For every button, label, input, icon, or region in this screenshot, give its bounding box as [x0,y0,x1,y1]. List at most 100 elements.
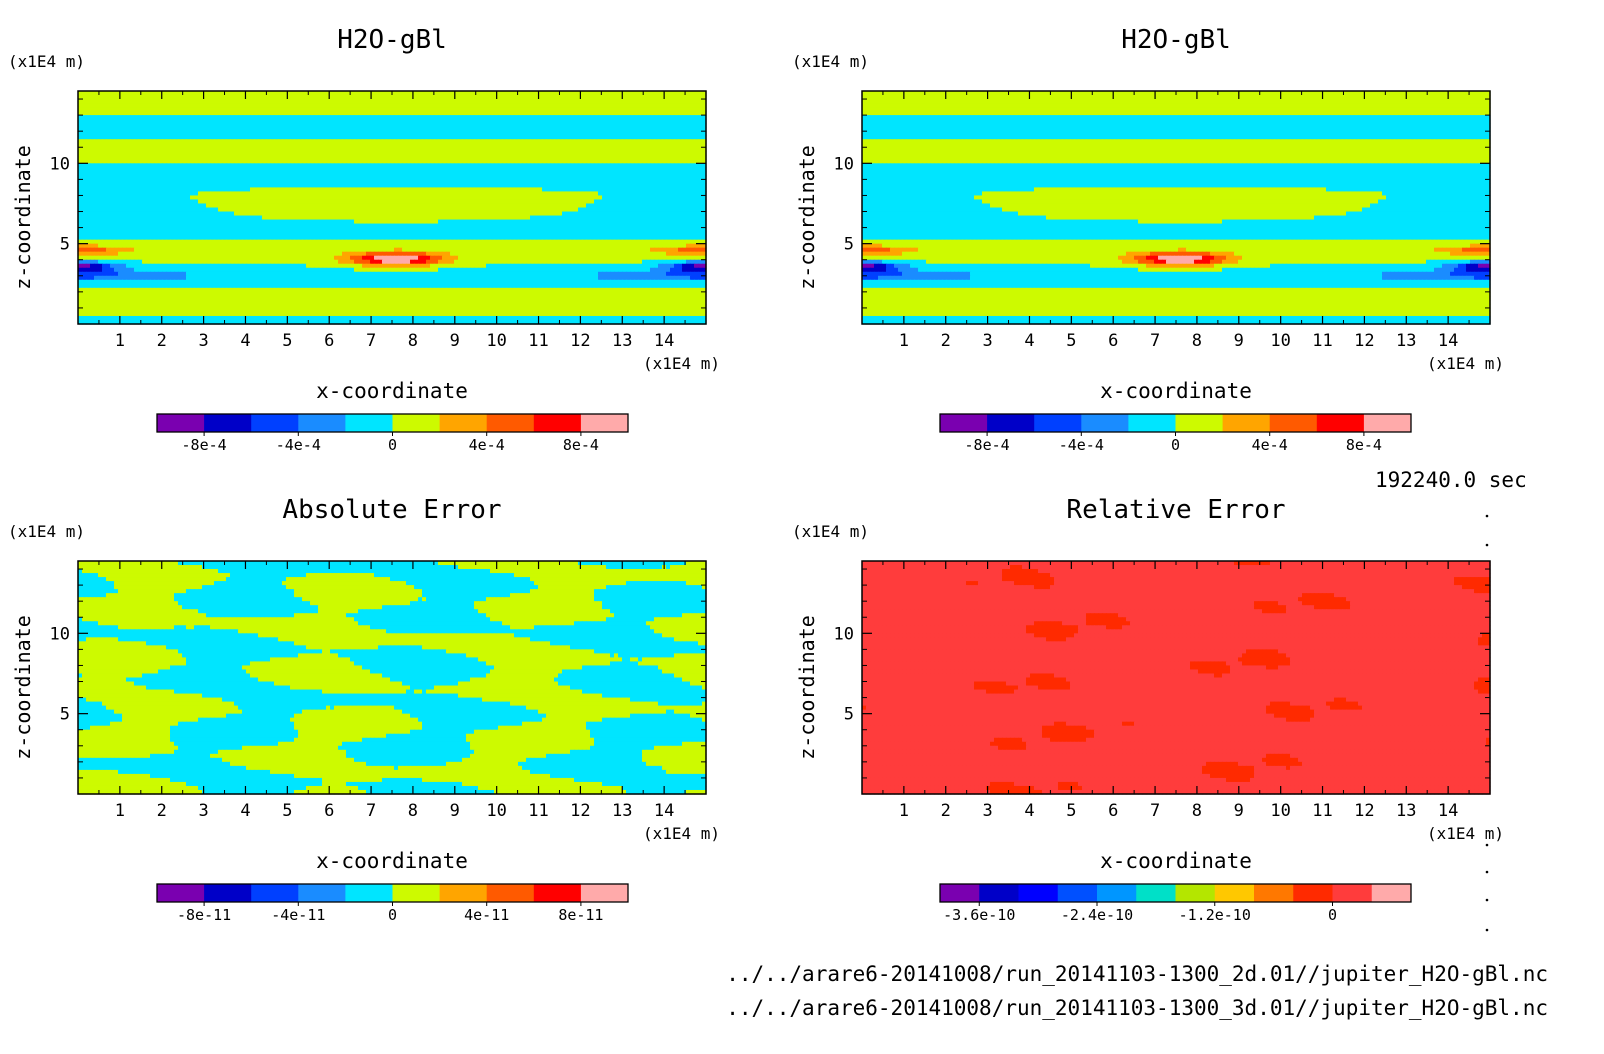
heatmap-cell [654,131,659,136]
heatmap-cell [698,135,703,140]
heatmap-cell [618,115,623,120]
heatmap-cell [498,143,503,148]
heatmap-cell [102,139,107,144]
heatmap-cell [374,95,379,100]
heatmap-cell [506,99,511,104]
heatmap-cell [238,107,243,112]
heatmap-cell [498,115,503,120]
heatmap-cell [554,119,559,124]
heatmap-cell [142,123,147,128]
heatmap-cell [538,143,543,148]
heatmap-cell [454,139,459,144]
heatmap-cell [574,95,579,100]
heatmap-cell [586,111,591,116]
heatmap-cell [430,123,435,128]
heatmap-cell [234,115,239,120]
heatmap-cell [350,123,355,128]
heatmap-cell [282,143,287,148]
heatmap-cell [534,107,539,112]
heatmap-cell [502,123,507,128]
heatmap-cell [106,159,111,164]
heatmap-cell [590,123,595,128]
heatmap-cell [686,135,691,140]
heatmap-cell [158,143,163,148]
heatmap-cell [106,115,111,120]
heatmap-cell [254,119,259,124]
heatmap-cell [422,155,427,160]
heatmap-cell [586,151,591,156]
heatmap-cell [82,147,87,152]
heatmap-cell [246,127,251,132]
heatmap-cell [86,151,91,156]
heatmap-cell [126,103,131,108]
heatmap-cell [186,123,191,128]
heatmap-cell [618,119,623,124]
heatmap-cell [226,135,231,140]
heatmap-cell [334,119,339,124]
heatmap-cell [686,127,691,132]
heatmap-cell [294,151,299,156]
heatmap-cell [470,111,475,116]
heatmap-cell [290,107,295,112]
heatmap-cell [578,99,583,104]
heatmap-cell [190,155,195,160]
heatmap-cell [658,139,663,144]
heatmap-cell [314,119,319,124]
heatmap-cell [354,99,359,104]
heatmap-cell [562,131,567,136]
heatmap-cell [426,135,431,140]
heatmap-cell [630,155,635,160]
heatmap-cell [194,119,199,124]
heatmap-cell [110,127,115,132]
heatmap-cell [658,147,663,152]
heatmap-cell [138,107,143,112]
heatmap-cell [290,139,295,144]
heatmap-cell [646,123,651,128]
heatmap-cell [522,143,527,148]
heatmap-cell [290,151,295,156]
heatmap-cell [654,115,659,120]
heatmap-cell [326,123,331,128]
heatmap-cell [466,103,471,108]
heatmap-cell [334,143,339,148]
heatmap-cell [286,159,291,164]
heatmap-cell [158,151,163,156]
heatmap-cell [510,151,515,156]
heatmap-cell [246,135,251,140]
heatmap-cell [406,123,411,128]
heatmap-cell [258,127,263,132]
heatmap-cell [118,155,123,160]
heatmap-cell [370,159,375,164]
heatmap-cell [594,99,599,104]
heatmap-cell [410,143,415,148]
heatmap-cell [282,107,287,112]
heatmap-cell [670,139,675,144]
heatmap-cell [334,99,339,104]
heatmap-cell [386,147,391,152]
heatmap-cell [514,147,519,152]
heatmap-cell [634,99,639,104]
heatmap-cell [570,139,575,144]
heatmap-cell [274,147,279,152]
heatmap-cell [422,95,427,100]
heatmap-cell [190,143,195,148]
heatmap-cell [470,147,475,152]
heatmap-cell [114,139,119,144]
heatmap-cell [334,135,339,140]
heatmap-cell [290,123,295,128]
heatmap-cell [178,103,183,108]
heatmap-cell [338,95,343,100]
heatmap-cell [538,123,543,128]
heatmap-cell [370,115,375,120]
heatmap-cell [630,95,635,100]
heatmap-cell [90,139,95,144]
heatmap-cell [634,103,639,108]
heatmap-cell [438,143,443,148]
heatmap-cell [618,103,623,108]
heatmap-cell [158,131,163,136]
heatmap-cell [166,119,171,124]
heatmap-cell [634,151,639,156]
heatmap-cell [346,159,351,164]
heatmap-cell [206,159,211,164]
heatmap-cell [670,107,675,112]
